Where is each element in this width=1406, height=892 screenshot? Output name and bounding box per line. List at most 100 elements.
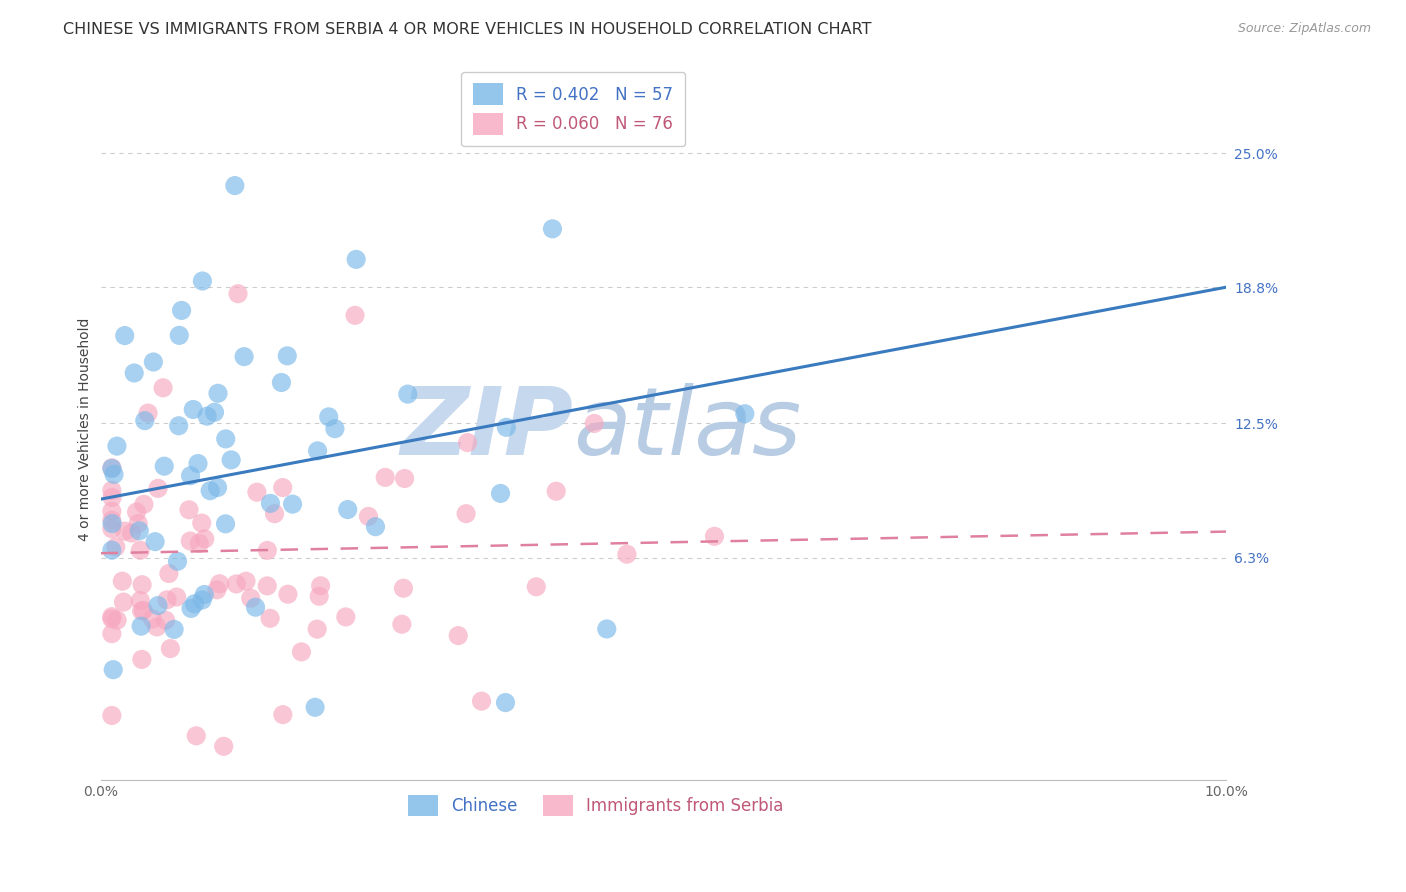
Point bbox=[170, 303, 193, 318]
Point bbox=[734, 407, 756, 421]
Point bbox=[191, 593, 214, 607]
Point bbox=[276, 349, 298, 363]
Point bbox=[104, 540, 127, 554]
Point bbox=[121, 526, 143, 541]
Point bbox=[132, 497, 155, 511]
Point bbox=[131, 578, 153, 592]
Point bbox=[129, 593, 152, 607]
Point bbox=[125, 505, 148, 519]
Point bbox=[114, 524, 136, 538]
Point bbox=[134, 414, 156, 428]
Point bbox=[215, 432, 238, 446]
Point bbox=[394, 471, 416, 485]
Point bbox=[180, 468, 202, 483]
Point bbox=[457, 435, 479, 450]
Point bbox=[233, 350, 256, 364]
Point bbox=[131, 604, 153, 618]
Point bbox=[235, 574, 257, 589]
Point bbox=[101, 708, 124, 723]
Point bbox=[146, 482, 169, 496]
Point bbox=[103, 467, 125, 482]
Point bbox=[239, 591, 262, 606]
Point bbox=[207, 480, 229, 494]
Point bbox=[336, 502, 359, 516]
Point bbox=[198, 483, 221, 498]
Point bbox=[127, 516, 149, 531]
Point bbox=[307, 622, 329, 636]
Point bbox=[271, 481, 294, 495]
Point bbox=[495, 420, 517, 434]
Point bbox=[177, 503, 200, 517]
Point bbox=[101, 460, 124, 475]
Point bbox=[195, 409, 218, 424]
Point bbox=[214, 516, 236, 531]
Point bbox=[114, 328, 136, 343]
Point bbox=[190, 516, 212, 530]
Point bbox=[470, 694, 492, 708]
Point bbox=[131, 652, 153, 666]
Point bbox=[208, 576, 231, 591]
Point bbox=[224, 178, 246, 193]
Point bbox=[391, 617, 413, 632]
Point bbox=[489, 486, 512, 500]
Point bbox=[204, 405, 226, 419]
Point bbox=[186, 729, 208, 743]
Point bbox=[308, 589, 330, 603]
Point bbox=[205, 582, 228, 597]
Point bbox=[546, 484, 568, 499]
Point bbox=[307, 443, 329, 458]
Point bbox=[225, 577, 247, 591]
Text: Source: ZipAtlas.com: Source: ZipAtlas.com bbox=[1237, 22, 1371, 36]
Point bbox=[456, 507, 478, 521]
Text: atlas: atlas bbox=[574, 384, 801, 475]
Point bbox=[323, 422, 346, 436]
Point bbox=[146, 599, 169, 613]
Text: CHINESE VS IMMIGRANTS FROM SERBIA 4 OR MORE VEHICLES IN HOUSEHOLD CORRELATION CH: CHINESE VS IMMIGRANTS FROM SERBIA 4 OR M… bbox=[63, 22, 872, 37]
Point bbox=[101, 483, 124, 498]
Point bbox=[166, 554, 188, 568]
Point bbox=[105, 613, 128, 627]
Point bbox=[128, 524, 150, 538]
Point bbox=[263, 507, 285, 521]
Point bbox=[541, 222, 564, 236]
Point bbox=[447, 629, 470, 643]
Point bbox=[191, 274, 214, 288]
Point bbox=[344, 252, 367, 267]
Point bbox=[304, 700, 326, 714]
Point bbox=[259, 496, 281, 510]
Point bbox=[396, 387, 419, 401]
Point bbox=[583, 417, 606, 431]
Point bbox=[183, 597, 205, 611]
Point bbox=[159, 641, 181, 656]
Point bbox=[256, 543, 278, 558]
Point bbox=[277, 587, 299, 601]
Point bbox=[596, 622, 619, 636]
Point bbox=[245, 600, 267, 615]
Point bbox=[101, 461, 124, 475]
Point bbox=[207, 386, 229, 401]
Point bbox=[101, 543, 124, 558]
Point bbox=[142, 355, 165, 369]
Point bbox=[129, 619, 152, 633]
Point bbox=[179, 533, 201, 548]
Point bbox=[101, 626, 124, 640]
Point bbox=[374, 470, 396, 484]
Point bbox=[212, 739, 235, 754]
Point bbox=[103, 663, 125, 677]
Point bbox=[392, 581, 415, 595]
Point bbox=[156, 592, 179, 607]
Legend: Chinese, Immigrants from Serbia: Chinese, Immigrants from Serbia bbox=[399, 787, 792, 825]
Point bbox=[105, 439, 128, 453]
Point bbox=[136, 406, 159, 420]
Point bbox=[101, 609, 124, 624]
Point bbox=[112, 595, 135, 609]
Point bbox=[256, 579, 278, 593]
Point bbox=[101, 516, 124, 531]
Y-axis label: 4 or more Vehicles in Household: 4 or more Vehicles in Household bbox=[79, 318, 93, 541]
Point bbox=[180, 601, 202, 615]
Point bbox=[703, 529, 725, 543]
Point bbox=[101, 504, 124, 518]
Point bbox=[143, 534, 166, 549]
Point bbox=[357, 509, 380, 524]
Text: ZIP: ZIP bbox=[401, 383, 574, 475]
